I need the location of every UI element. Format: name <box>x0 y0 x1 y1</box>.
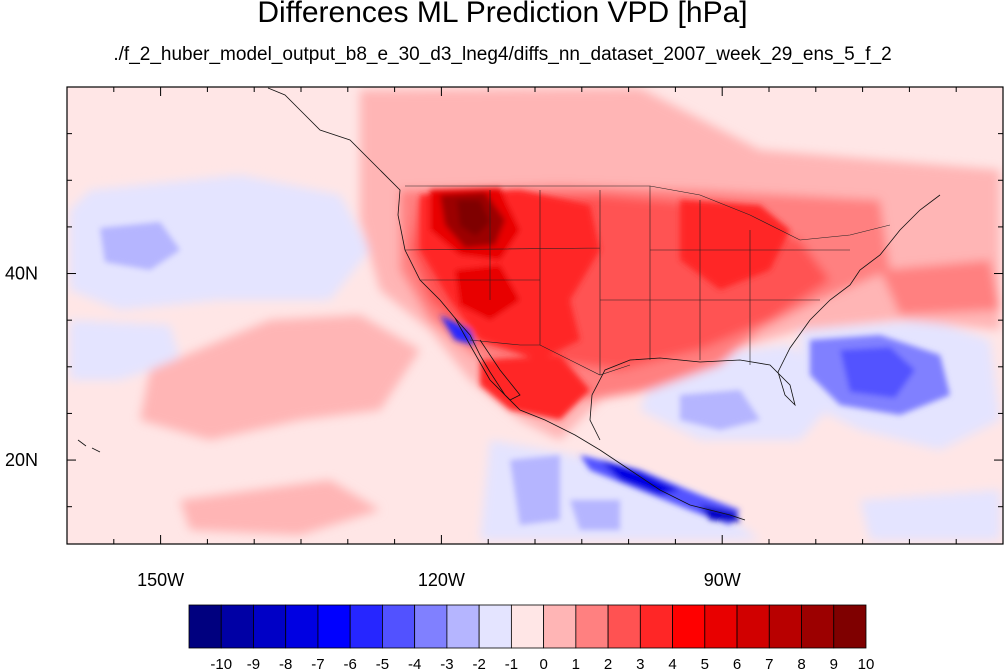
colorbar-box <box>544 605 576 648</box>
colorbar-box <box>608 605 640 648</box>
colorbar-label: -3 <box>440 656 453 672</box>
vpd-difference-field <box>67 87 1003 544</box>
colorbar-label: 2 <box>604 656 612 672</box>
colorbar-label: 4 <box>668 656 676 672</box>
colorbar-box <box>382 605 414 648</box>
colorbar-box <box>705 605 737 648</box>
colorbar-box <box>576 605 608 648</box>
colorbar-label: 6 <box>733 656 741 672</box>
colorbar-label: 5 <box>701 656 709 672</box>
colorbar-box <box>802 605 834 648</box>
colorbar-label: 7 <box>765 656 773 672</box>
colorbar-label: 1 <box>572 656 580 672</box>
x-tick-label: 120W <box>418 570 465 590</box>
colorbar-box <box>447 605 479 648</box>
colorbar-label: -4 <box>408 656 421 672</box>
colorbar-label: -5 <box>376 656 389 672</box>
colorbar-box <box>673 605 705 648</box>
colorbar-box <box>318 605 350 648</box>
colorbar-box <box>737 605 769 648</box>
x-tick-label: 90W <box>704 570 741 590</box>
colorbar-box <box>189 605 221 648</box>
colorbar-label: 3 <box>636 656 644 672</box>
colorbar-label: 9 <box>830 656 838 672</box>
colorbar-box <box>350 605 382 648</box>
colorbar-box <box>221 605 253 648</box>
colorbar-box <box>415 605 447 648</box>
colorbar-label: 8 <box>797 656 805 672</box>
colorbar-label: -9 <box>247 656 260 672</box>
colorbar-box <box>479 605 511 648</box>
colorbar-box <box>511 605 543 648</box>
colorbar-box <box>640 605 672 648</box>
colorbar-box <box>834 605 866 648</box>
colorbar-label: -8 <box>279 656 292 672</box>
map-chart: 150W 120W 90W20N40N -10 -9 -8 -7 -6 -5 -4 -3 -2 -1 0… <box>0 0 1005 672</box>
colorbar-label: -2 <box>472 656 485 672</box>
colorbar-label: 10 <box>858 656 875 672</box>
colorbar-box <box>286 605 318 648</box>
colorbar-label: -10 <box>210 656 232 672</box>
colorbar <box>189 605 866 648</box>
y-tick-label: 20N <box>5 450 38 470</box>
colorbar-label: -1 <box>505 656 518 672</box>
colorbar-label: -6 <box>344 656 357 672</box>
colorbar-box <box>769 605 801 648</box>
colorbar-labels: -10 -9 -8 -7 -6 -5 -4 -3 -2 -1 0 1 2 3 4 5 6 7 8 9 10 <box>210 656 874 672</box>
colorbar-box <box>253 605 285 648</box>
colorbar-label: -7 <box>311 656 324 672</box>
x-tick-label: 150W <box>137 570 184 590</box>
colorbar-label: 0 <box>539 656 547 672</box>
y-tick-label: 40N <box>5 264 38 284</box>
